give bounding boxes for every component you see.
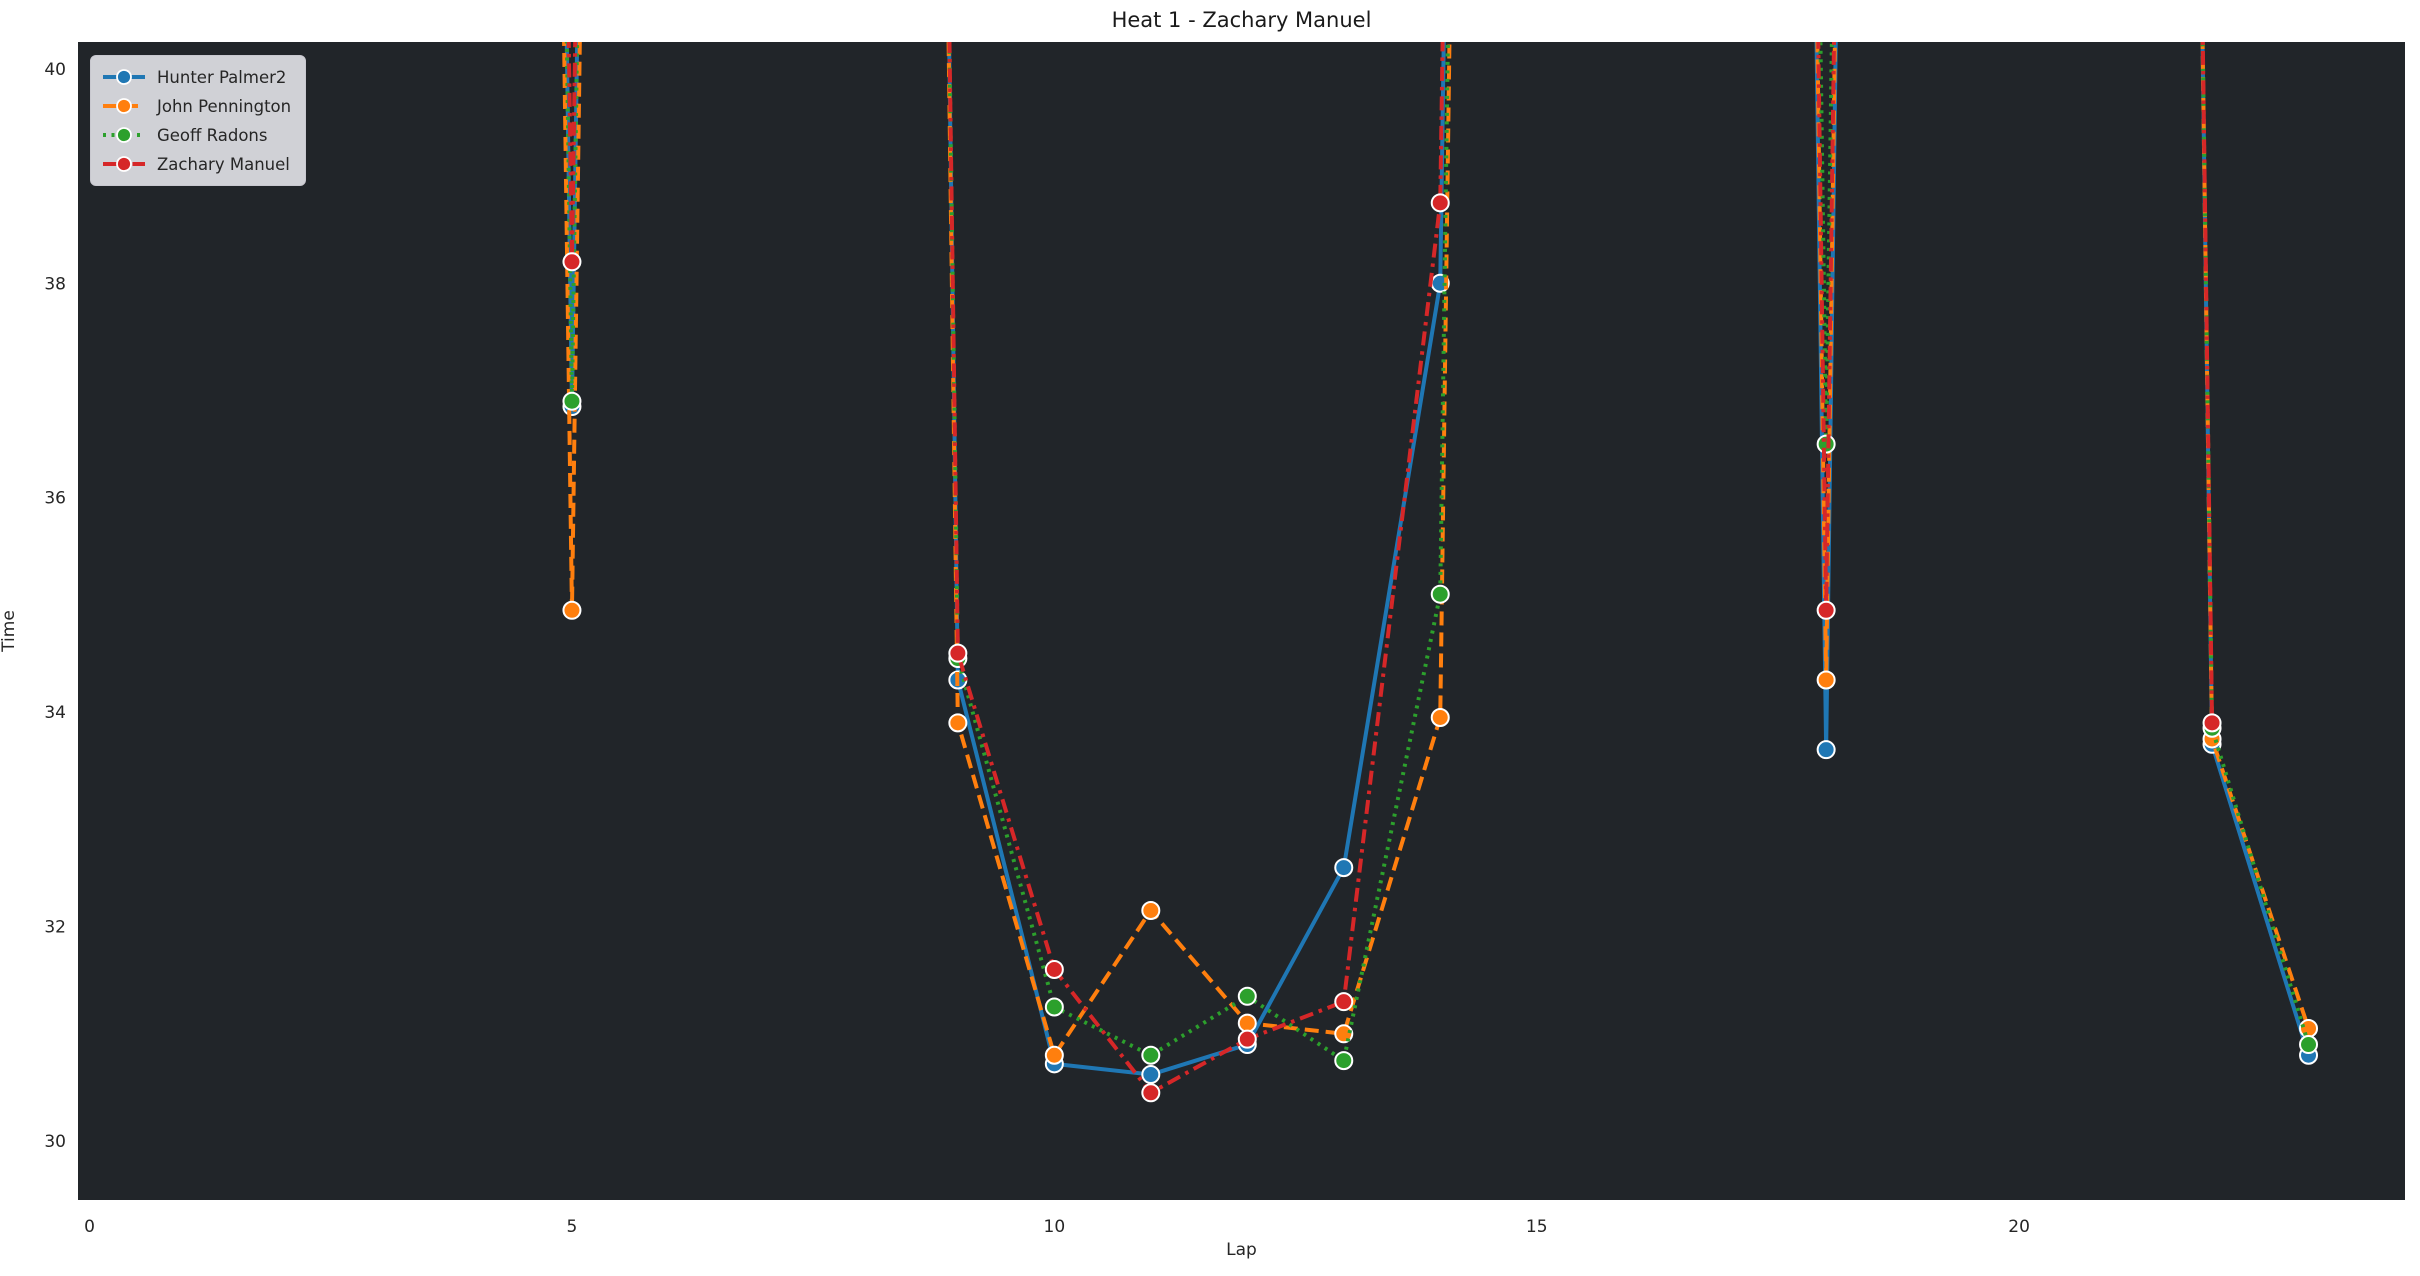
legend-item-geoff-radons: Geoff Radons xyxy=(101,122,291,148)
data-marker-zachary-manuel-lap-5 xyxy=(562,252,582,272)
data-marker-geoff-radons-lap-11 xyxy=(1141,1045,1161,1065)
legend-label-john-pennington: John Pennington xyxy=(157,96,292,116)
data-marker-geoff-radons-lap-14 xyxy=(1430,584,1450,604)
data-marker-john-pennington-lap-18 xyxy=(1816,670,1836,690)
legend-item-john-pennington: John Pennington xyxy=(101,93,291,119)
data-marker-geoff-radons-lap-5 xyxy=(562,391,582,411)
data-marker-john-pennington-lap-13 xyxy=(1334,1024,1354,1044)
data-marker-geoff-radons-lap-13 xyxy=(1334,1051,1354,1071)
legend-line-sample-zachary-manuel xyxy=(103,156,145,172)
data-marker-john-pennington-lap-12 xyxy=(1237,1013,1257,1033)
x-axis-label: Lap xyxy=(1226,1240,1257,1260)
data-marker-zachary-manuel-lap-12 xyxy=(1237,1029,1257,1049)
y-tick-label: 40 xyxy=(44,60,66,80)
data-marker-zachary-manuel-lap-11 xyxy=(1141,1083,1161,1103)
data-marker-john-pennington-lap-14 xyxy=(1430,708,1450,727)
y-tick-label: 36 xyxy=(44,489,66,509)
data-marker-zachary-manuel-lap-13 xyxy=(1334,992,1354,1012)
data-marker-john-pennington-lap-23 xyxy=(2299,1018,2319,1038)
legend-item-hunter-palmer2: Hunter Palmer2 xyxy=(101,64,291,90)
data-marker-hunter-palmer2-lap-13 xyxy=(1334,858,1354,878)
legend-item-zachary-manuel: Zachary Manuel xyxy=(101,151,291,177)
series-group xyxy=(562,42,2319,1103)
data-marker-zachary-manuel-lap-22 xyxy=(2202,713,2222,733)
chart-title: Heat 1 - Zachary Manuel xyxy=(1111,8,1372,32)
y-tick-label: 30 xyxy=(44,1132,66,1152)
legend-line-sample-geoff-radons xyxy=(103,127,145,143)
data-marker-zachary-manuel-lap-18 xyxy=(1816,600,1836,620)
data-marker-hunter-palmer2-lap-11 xyxy=(1141,1065,1161,1085)
data-marker-zachary-manuel-lap-10 xyxy=(1044,959,1064,979)
data-marker-hunter-palmer2-lap-18 xyxy=(1816,740,1836,760)
x-tick-label: 20 xyxy=(2008,1217,2030,1237)
series-line-hunter-palmer2 xyxy=(564,42,2311,1077)
legend-line-sample-john-pennington xyxy=(103,98,145,114)
data-marker-geoff-radons-lap-23 xyxy=(2299,1035,2319,1055)
data-marker-john-pennington-lap-5 xyxy=(562,600,582,620)
x-tick-label: 10 xyxy=(1044,1217,1066,1237)
data-marker-geoff-radons-lap-18 xyxy=(1816,434,1836,454)
data-marker-john-pennington-lap-11 xyxy=(1141,901,1161,920)
data-marker-geoff-radons-lap-12 xyxy=(1237,986,1257,1006)
y-axis-label: Time xyxy=(0,610,19,652)
legend-label-geoff-radons: Geoff Radons xyxy=(157,125,268,145)
x-tick-label: 5 xyxy=(567,1217,578,1237)
y-tick-label: 32 xyxy=(44,918,66,938)
legend-label-hunter-palmer2: Hunter Palmer2 xyxy=(157,67,287,87)
x-tick-label: 0 xyxy=(84,1217,95,1237)
data-marker-geoff-radons-lap-10 xyxy=(1044,997,1064,1017)
data-marker-zachary-manuel-lap-9 xyxy=(948,643,968,663)
x-tick-label: 15 xyxy=(1526,1217,1548,1237)
data-marker-john-pennington-lap-9 xyxy=(948,713,968,733)
legend: Hunter Palmer2 John Pennington Geoff Radon… xyxy=(90,55,307,186)
y-tick-label: 38 xyxy=(44,274,66,294)
y-tick-label: 34 xyxy=(44,703,66,723)
legend-line-sample-hunter-palmer2 xyxy=(103,69,145,85)
plot-area xyxy=(78,42,2405,1200)
data-marker-zachary-manuel-lap-14 xyxy=(1430,193,1450,213)
legend-label-zachary-manuel: Zachary Manuel xyxy=(157,154,290,174)
data-marker-john-pennington-lap-10 xyxy=(1044,1045,1064,1065)
